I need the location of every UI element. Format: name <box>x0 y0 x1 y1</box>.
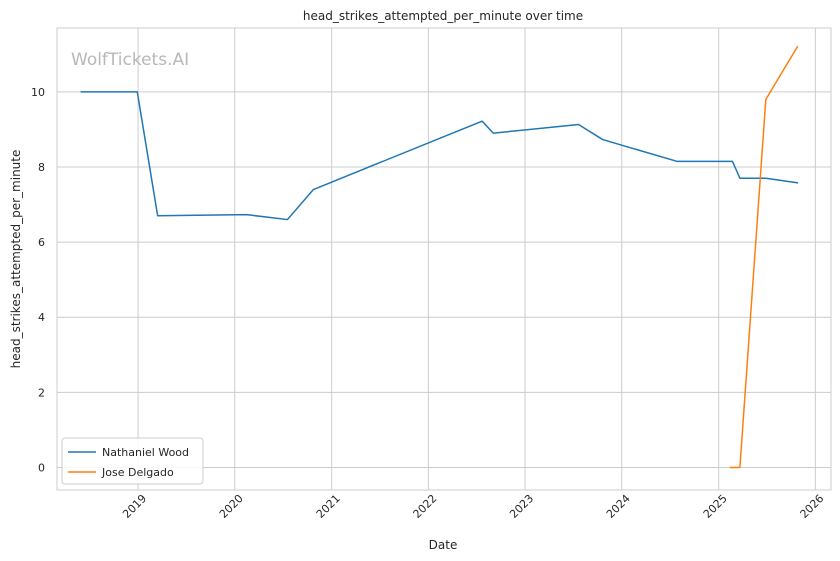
legend-label-jose-delgado: Jose Delgado <box>101 466 174 479</box>
series-line-jose-delgado <box>729 45 799 469</box>
y-tick-label: 2 <box>38 386 45 399</box>
series-lines <box>80 45 799 469</box>
y-axis-ticks: 0 2 4 6 8 10 <box>31 86 45 475</box>
plot-area-frame <box>56 27 832 491</box>
y-tick-label: 8 <box>38 161 45 174</box>
watermark-text: WolfTickets.AI <box>71 50 189 70</box>
y-axis-label: head_strikes_attempted_per_minute <box>9 150 23 369</box>
legend: Nathaniel Wood Jose Delgado <box>61 437 204 485</box>
series-line-nathaniel-wood <box>80 91 799 221</box>
x-axis-label: Date <box>429 538 458 552</box>
y-tick-label: 4 <box>38 311 45 324</box>
legend-label-nathaniel-wood: Nathaniel Wood <box>102 446 189 459</box>
legend-box <box>61 437 204 485</box>
chart-title: head_strikes_attempted_per_minute over t… <box>303 9 583 23</box>
y-tick-label: 10 <box>31 86 45 99</box>
y-tick-label: 0 <box>38 461 45 474</box>
y-tick-label: 6 <box>38 236 45 249</box>
